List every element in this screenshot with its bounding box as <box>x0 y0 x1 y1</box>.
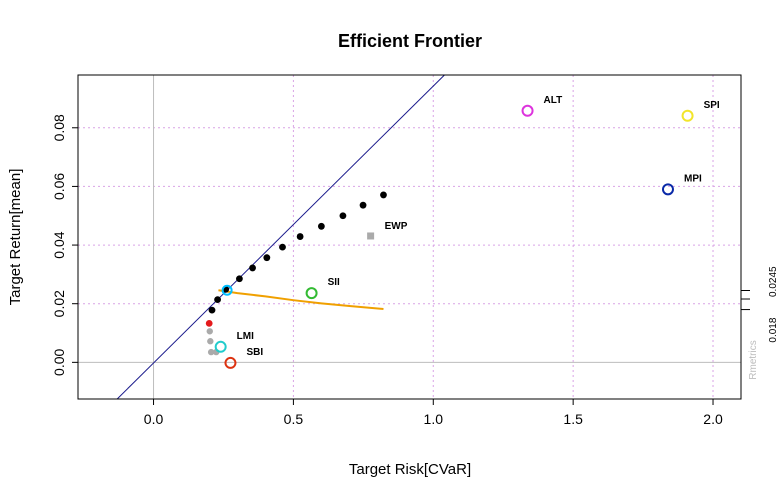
grid-lines <box>78 75 741 399</box>
inefficient-point <box>207 348 215 356</box>
frontier-point <box>249 264 256 272</box>
inefficient-point <box>206 328 213 335</box>
inefficient-point <box>207 338 214 345</box>
plot-frame <box>77 74 742 400</box>
rmetrics-credit: Rmetrics <box>748 340 759 379</box>
zero-lines <box>78 75 741 399</box>
frontier-point <box>214 296 221 304</box>
asset-label-lmi: LMI <box>237 331 254 342</box>
x-axis-ticks: 0.0 0.5 1.0 1.5 2.0 <box>144 399 723 427</box>
sharpe-curve-group <box>218 289 384 310</box>
asset-point-alt <box>521 104 534 117</box>
frontier-point <box>296 233 304 240</box>
x-tick-label: 0.5 <box>284 411 304 427</box>
x-tick-label: 1.5 <box>563 411 583 427</box>
frontier-point <box>236 275 243 283</box>
x-tick-label: 1.0 <box>424 411 444 427</box>
right-axis-label-bottom: 0.018 <box>768 317 779 342</box>
frontier-point <box>339 212 347 220</box>
frontier-point <box>208 306 216 314</box>
y-axis-ticks: 0.00 0.02 0.04 0.06 0.08 <box>51 114 78 376</box>
y-tick-label: 0.00 <box>51 349 67 376</box>
tangency-line <box>116 74 445 400</box>
min-variance-point <box>205 319 213 327</box>
y-tick-label: 0.04 <box>51 231 67 258</box>
chart-title: Efficient Frontier <box>338 31 482 51</box>
ewp-label: EWP <box>385 221 408 232</box>
sharpe-ratio-curve <box>218 289 384 310</box>
y-tick-label: 0.06 <box>51 173 67 200</box>
efficient-frontier-points <box>208 191 387 314</box>
frontier-point <box>359 201 367 209</box>
frontier-point <box>279 243 286 251</box>
asset-point-sii <box>305 287 318 300</box>
asset-point-mpi <box>661 183 674 196</box>
tangency-line-group <box>116 74 445 400</box>
frontier-point <box>380 191 387 199</box>
y-tick-label: 0.08 <box>51 114 67 141</box>
right-axis-label-top: 0.0245 <box>768 266 779 297</box>
x-tick-label: 0.0 <box>144 411 164 427</box>
asset-point-lmi <box>214 340 227 353</box>
x-tick-label: 2.0 <box>703 411 723 427</box>
asset-point-sbi <box>224 356 237 369</box>
asset-point-spi <box>681 109 694 122</box>
asset-label-alt: ALT <box>544 95 563 106</box>
right-axis: 0.0245 0.018 <box>741 266 779 343</box>
plot-border <box>77 74 742 400</box>
y-tick-label: 0.02 <box>51 290 67 317</box>
x-axis-label: Target Risk[CVaR] <box>349 461 471 478</box>
asset-points: ALT SPI MPI SII LMI SBI <box>214 95 720 369</box>
frontier-point <box>317 222 325 230</box>
asset-label-sii: SII <box>328 277 340 288</box>
ewp-point <box>367 232 375 240</box>
special-points: EWP <box>205 221 408 327</box>
tangency-point <box>221 284 233 296</box>
asset-label-spi: SPI <box>704 100 720 111</box>
asset-label-sbi: SBI <box>246 347 263 358</box>
frontier-point <box>263 254 271 262</box>
asset-label-mpi: MPI <box>684 173 702 184</box>
y-axis-label: Target Return[mean] <box>7 169 24 306</box>
